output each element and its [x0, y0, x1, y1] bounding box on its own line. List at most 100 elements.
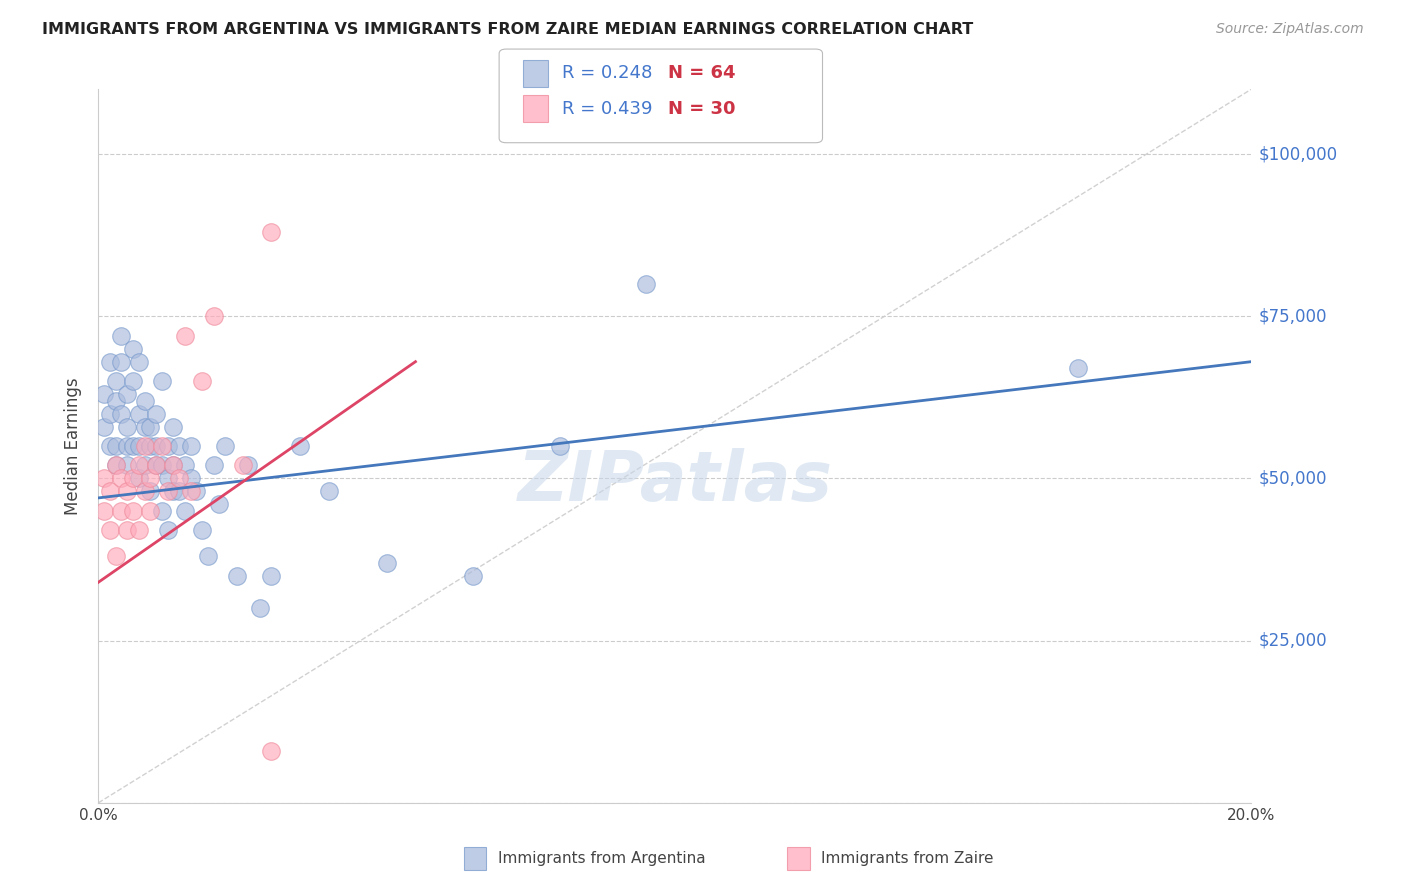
- Text: $75,000: $75,000: [1258, 307, 1327, 326]
- Point: [174, 328, 197, 343]
- Point: [128, 471, 150, 485]
- Point: [128, 439, 150, 453]
- Point: [110, 471, 132, 485]
- Point: [134, 419, 156, 434]
- Point: [208, 497, 231, 511]
- Point: [134, 484, 156, 499]
- Point: [93, 504, 115, 518]
- Y-axis label: Median Earnings: Median Earnings: [65, 377, 83, 515]
- Text: R = 0.248: R = 0.248: [562, 64, 652, 82]
- Point: [150, 374, 173, 388]
- Point: [260, 744, 283, 758]
- Point: [167, 439, 190, 453]
- Point: [104, 458, 127, 473]
- Point: [145, 458, 167, 473]
- Point: [636, 277, 658, 291]
- Point: [290, 439, 312, 453]
- Point: [117, 484, 138, 499]
- Point: [134, 393, 156, 408]
- Point: [134, 439, 156, 453]
- Point: [139, 419, 162, 434]
- Point: [167, 471, 190, 485]
- Point: [202, 458, 225, 473]
- Text: Immigrants from Zaire: Immigrants from Zaire: [821, 851, 994, 866]
- Point: [93, 419, 115, 434]
- Point: [104, 393, 127, 408]
- Point: [139, 484, 162, 499]
- Point: [98, 407, 121, 421]
- Point: [1067, 361, 1090, 376]
- Point: [191, 374, 214, 388]
- Point: [162, 419, 184, 434]
- Point: [180, 471, 202, 485]
- Point: [156, 471, 179, 485]
- Point: [249, 601, 271, 615]
- Point: [117, 458, 138, 473]
- Point: [150, 504, 173, 518]
- Point: [375, 556, 398, 570]
- Text: IMMIGRANTS FROM ARGENTINA VS IMMIGRANTS FROM ZAIRE MEDIAN EARNINGS CORRELATION C: IMMIGRANTS FROM ARGENTINA VS IMMIGRANTS …: [42, 22, 973, 37]
- Text: N = 30: N = 30: [668, 100, 735, 118]
- Point: [134, 458, 156, 473]
- Point: [260, 225, 283, 239]
- Point: [145, 439, 167, 453]
- Point: [548, 439, 571, 453]
- Point: [122, 439, 145, 453]
- Point: [162, 458, 184, 473]
- Point: [156, 439, 179, 453]
- Text: R = 0.439: R = 0.439: [562, 100, 652, 118]
- Point: [128, 458, 150, 473]
- Point: [150, 439, 173, 453]
- Point: [197, 549, 219, 564]
- Point: [122, 471, 145, 485]
- Point: [110, 328, 132, 343]
- Point: [174, 504, 197, 518]
- Point: [139, 471, 162, 485]
- Point: [162, 484, 184, 499]
- Point: [225, 568, 247, 582]
- Point: [186, 484, 208, 499]
- Point: [162, 458, 184, 473]
- Point: [231, 458, 254, 473]
- Point: [461, 568, 484, 582]
- Point: [145, 407, 167, 421]
- Point: [98, 354, 121, 368]
- Text: ZIPatlas: ZIPatlas: [517, 448, 832, 516]
- Point: [191, 524, 214, 538]
- Point: [156, 484, 179, 499]
- Point: [167, 484, 190, 499]
- Point: [98, 524, 121, 538]
- Point: [128, 407, 150, 421]
- Point: [104, 439, 127, 453]
- Point: [180, 439, 202, 453]
- Point: [110, 354, 132, 368]
- Point: [139, 504, 162, 518]
- Point: [117, 419, 138, 434]
- Point: [139, 439, 162, 453]
- Point: [150, 458, 173, 473]
- Point: [174, 458, 197, 473]
- Point: [156, 524, 179, 538]
- Text: $100,000: $100,000: [1258, 145, 1337, 163]
- Point: [145, 458, 167, 473]
- Point: [122, 342, 145, 356]
- Point: [110, 407, 132, 421]
- Text: $50,000: $50,000: [1258, 469, 1327, 487]
- Point: [318, 484, 340, 499]
- Point: [260, 568, 283, 582]
- Point: [122, 374, 145, 388]
- Point: [128, 524, 150, 538]
- Point: [104, 374, 127, 388]
- Text: $25,000: $25,000: [1258, 632, 1327, 649]
- Text: N = 64: N = 64: [668, 64, 735, 82]
- Point: [202, 310, 225, 324]
- Point: [128, 354, 150, 368]
- Point: [117, 387, 138, 401]
- Text: Immigrants from Argentina: Immigrants from Argentina: [498, 851, 706, 866]
- Point: [93, 471, 115, 485]
- Point: [117, 439, 138, 453]
- Point: [104, 549, 127, 564]
- Point: [93, 387, 115, 401]
- Text: Source: ZipAtlas.com: Source: ZipAtlas.com: [1216, 22, 1364, 37]
- Point: [117, 524, 138, 538]
